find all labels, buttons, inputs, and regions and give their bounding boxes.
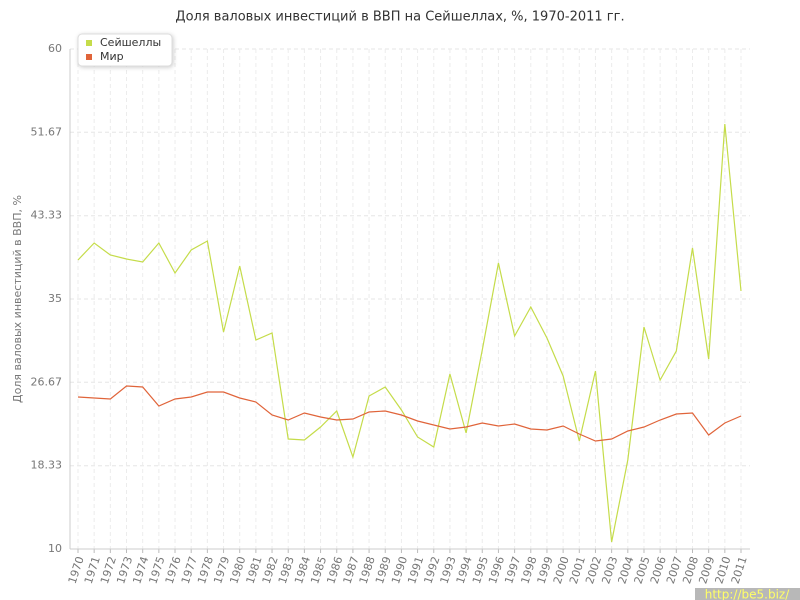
y-tick-label: 10 — [48, 542, 62, 555]
watermark-bg — [695, 588, 800, 600]
y-axis-label: Доля валовых инвестиций в ВВП, % — [11, 195, 24, 403]
y-tick-label: 35 — [48, 292, 62, 305]
y-tick-label: 26.67 — [31, 375, 63, 388]
legend-marker — [86, 40, 92, 46]
legend-marker — [86, 54, 92, 60]
legend-label: Мир — [100, 50, 124, 63]
chart-title: Доля валовых инвестиций в ВВП на Сейшелл… — [175, 10, 624, 25]
legend-label: Сейшеллы — [100, 36, 161, 49]
y-tick-label: 51.67 — [31, 125, 63, 138]
legend-box — [77, 33, 173, 67]
y-tick-label: 60 — [48, 42, 62, 55]
watermark: http://be5.biz/ — [705, 588, 790, 600]
line-series — [77, 385, 742, 442]
y-tick-label: 18.33 — [31, 459, 63, 472]
y-tick-label: 43.33 — [31, 209, 63, 222]
line-series — [77, 123, 742, 543]
